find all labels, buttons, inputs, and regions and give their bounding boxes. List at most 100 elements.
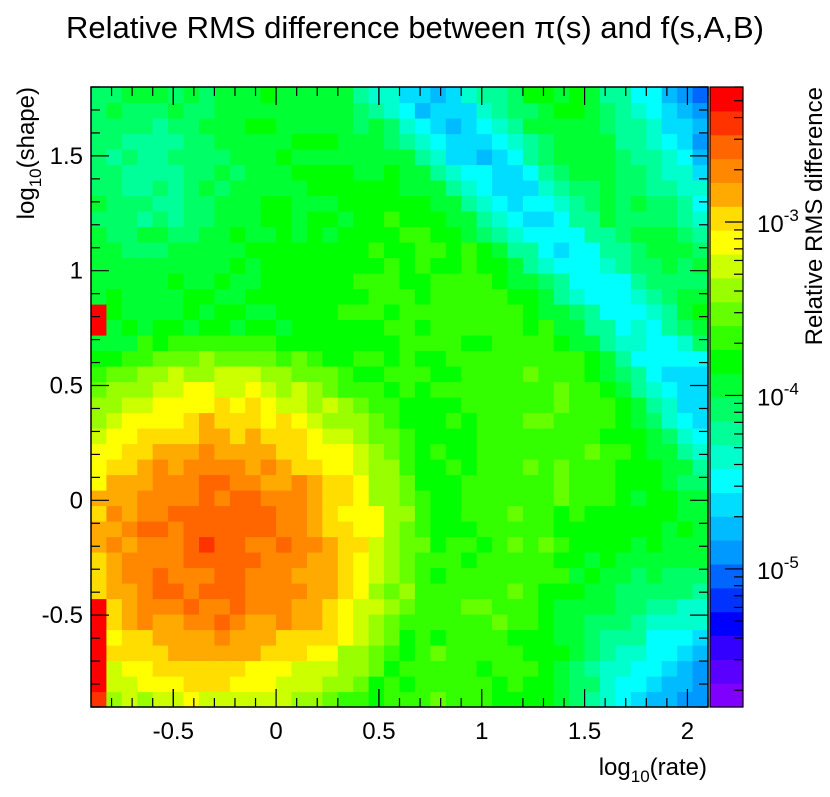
- heatmap-cell: [152, 629, 169, 646]
- heatmap-cell: [476, 505, 493, 522]
- heatmap-cell: [229, 412, 246, 429]
- heatmap-cell: [121, 133, 138, 150]
- heatmap-cell: [168, 242, 185, 259]
- palette-swatch: [710, 277, 743, 303]
- heatmap-cell: [692, 598, 709, 615]
- heatmap-cell: [553, 87, 570, 104]
- heatmap-cell: [91, 226, 108, 243]
- heatmap-cell: [245, 490, 262, 507]
- heatmap-cell: [522, 211, 539, 228]
- heatmap-cell: [152, 335, 169, 352]
- heatmap-cell: [430, 164, 447, 181]
- heatmap-cell: [661, 660, 678, 677]
- heatmap-cell: [121, 536, 138, 553]
- heatmap-cell: [214, 598, 231, 615]
- heatmap-cell: [600, 102, 617, 119]
- heatmap-cell: [414, 583, 431, 600]
- x-tick-label: 1: [475, 718, 488, 745]
- heatmap-cell: [430, 257, 447, 274]
- heatmap-cell: [198, 242, 216, 259]
- heatmap-cell: [121, 583, 138, 600]
- heatmap-cell: [121, 195, 138, 212]
- heatmap-cell: [121, 273, 138, 290]
- heatmap-cell: [661, 428, 678, 445]
- heatmap-cell: [183, 242, 200, 259]
- heatmap-cell: [106, 412, 123, 429]
- heatmap-cell: [646, 521, 663, 538]
- heatmap-cell: [553, 195, 570, 212]
- heatmap-cell: [306, 350, 323, 367]
- heatmap-cell: [121, 335, 138, 352]
- heatmap-cell: [337, 567, 354, 584]
- heatmap-cell: [291, 474, 308, 491]
- heatmap-cell: [291, 598, 308, 615]
- heatmap-cell: [260, 102, 277, 119]
- heatmap-cell: [137, 505, 154, 522]
- heatmap-cell: [245, 366, 262, 383]
- heatmap-cell: [245, 474, 262, 491]
- heatmap-cell: [677, 567, 694, 584]
- heatmap-cell: [522, 459, 539, 476]
- heatmap-cell: [492, 598, 509, 615]
- heatmap-cell: [322, 428, 339, 445]
- heatmap-cell: [476, 490, 493, 507]
- heatmap-cell: [600, 660, 617, 677]
- heatmap-cell: [291, 288, 308, 305]
- heatmap-cell: [183, 443, 200, 460]
- heatmap-cell: [414, 118, 431, 135]
- heatmap-cell: [121, 505, 138, 522]
- heatmap-cell: [445, 366, 462, 383]
- heatmap-cell: [368, 133, 385, 150]
- heatmap-cell: [476, 459, 493, 476]
- heatmap-cell: [291, 102, 308, 119]
- heatmap-cell: [106, 319, 123, 336]
- heatmap-cell: [615, 242, 632, 259]
- heatmap-cell: [260, 211, 277, 228]
- heatmap-cell: [214, 133, 231, 150]
- heatmap-cell: [322, 242, 339, 259]
- heatmap-cell: [584, 288, 601, 305]
- heatmap-cell: [276, 567, 293, 584]
- heatmap-cell: [507, 335, 524, 352]
- heatmap-cell: [584, 319, 601, 336]
- heatmap-cell: [646, 381, 663, 398]
- heatmap-cell: [492, 102, 509, 119]
- heatmap-cell: [600, 490, 617, 507]
- heatmap-cell: [260, 598, 277, 615]
- heatmap-cell: [137, 691, 154, 708]
- heatmap-cell: [492, 257, 509, 274]
- heatmap-cell: [492, 180, 509, 197]
- heatmap-cell: [553, 567, 570, 584]
- heatmap-cell: [569, 459, 586, 476]
- heatmap-cell: [507, 521, 524, 538]
- heatmap-cell: [306, 149, 323, 166]
- heatmap-cell: [368, 505, 385, 522]
- heatmap-cell: [584, 583, 601, 600]
- heatmap-cell: [276, 257, 293, 274]
- heatmap-cell: [677, 195, 694, 212]
- heatmap-cell: [260, 195, 277, 212]
- heatmap-cell: [91, 118, 108, 135]
- heatmap-cell: [538, 366, 555, 383]
- heatmap-cell: [183, 180, 200, 197]
- heatmap-cell: [661, 273, 678, 290]
- heatmap-cell: [106, 149, 123, 166]
- heatmap-cell: [661, 288, 678, 305]
- heatmap-cell: [600, 552, 617, 569]
- heatmap-cell: [600, 350, 617, 367]
- heatmap-cell: [677, 226, 694, 243]
- heatmap-cell: [322, 459, 339, 476]
- heatmap-cell: [229, 211, 246, 228]
- heatmap-cell: [646, 366, 663, 383]
- heatmap-cell: [661, 583, 678, 600]
- heatmap-cell: [522, 304, 539, 321]
- heatmap-cell: [414, 288, 431, 305]
- heatmap-cell: [414, 459, 431, 476]
- heatmap-cell: [384, 366, 401, 383]
- heatmap-cell: [461, 660, 478, 677]
- heatmap-cell: [368, 381, 385, 398]
- heatmap-cell: [198, 350, 216, 367]
- heatmap-cell: [353, 598, 370, 615]
- heatmap-cell: [91, 350, 108, 367]
- heatmap-cell: [260, 366, 277, 383]
